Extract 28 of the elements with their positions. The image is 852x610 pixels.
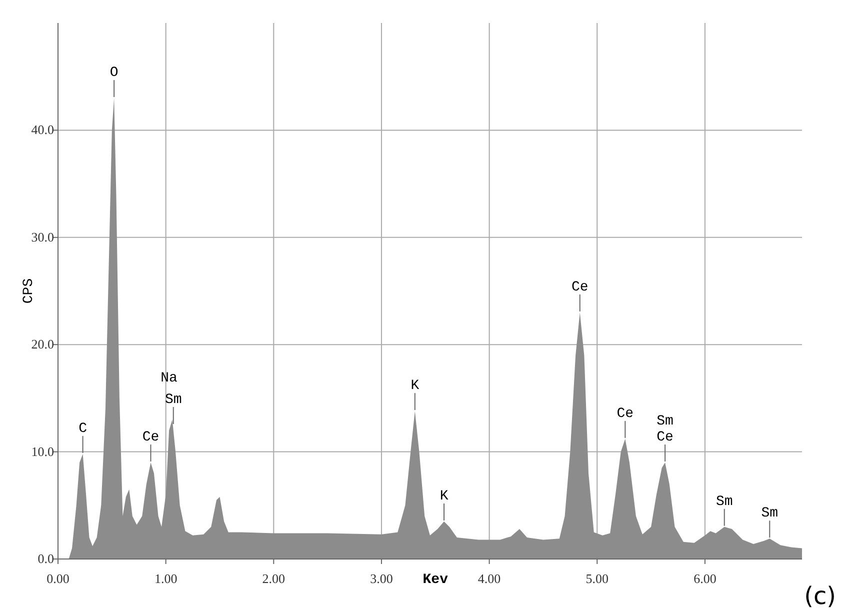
annotation: C — [78, 420, 88, 437]
y-tick-label: 20.0 — [31, 336, 54, 352]
annotation: Sm — [656, 414, 674, 430]
y-tick-label: 40.0 — [31, 122, 54, 138]
annotation: Ce — [656, 430, 674, 446]
annotation: K — [410, 378, 420, 394]
annotation: Sm — [164, 392, 182, 408]
x-tick-label: 4.00 — [478, 571, 501, 586]
annotation: Ce — [142, 430, 160, 446]
annotation: K — [440, 488, 449, 504]
y-tick-label: 0.0 — [38, 551, 54, 566]
y-tick-label: 10.0 — [31, 444, 54, 459]
annotation: Ce — [571, 279, 588, 296]
x-tick-label: 1.00 — [154, 571, 178, 586]
text: (c) — [804, 582, 836, 610]
annotation: Ce — [616, 406, 634, 422]
x-tick-label: 0.00 — [46, 571, 70, 586]
x-axis-title: Kev — [422, 572, 449, 588]
annotation: Sm — [761, 506, 778, 522]
x-tick-label: 6.00 — [694, 571, 716, 586]
annotation: Sm — [716, 494, 733, 510]
y-axis-title: CPS — [21, 278, 37, 304]
x-tick-label: 3.00 — [370, 571, 393, 586]
x-tick-label: 5.00 — [586, 571, 609, 586]
y-tick-label: 30.0 — [31, 229, 54, 244]
annotation: Na — [160, 370, 178, 387]
x-tick-label: 2.00 — [262, 571, 286, 586]
annotation: O — [110, 65, 118, 82]
